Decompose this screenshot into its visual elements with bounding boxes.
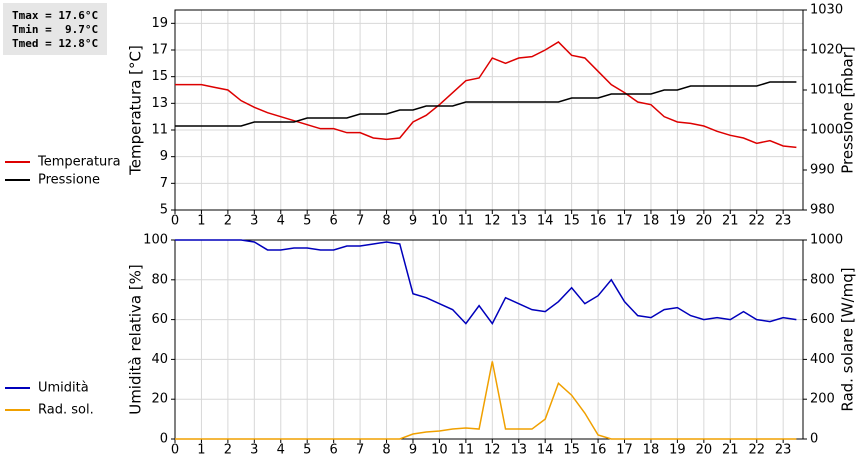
x-tick-label: 21 — [722, 214, 739, 229]
y2-tick-label: 990 — [810, 163, 835, 178]
x-tick-label: 9 — [409, 443, 417, 458]
y2-axis-label: Rad. solare [W/mq] — [839, 267, 857, 411]
plot-frame — [174, 239, 804, 440]
x-tick-label: 14 — [537, 214, 554, 229]
x-tick-label: 22 — [748, 214, 765, 229]
series-line — [175, 239, 797, 326]
x-tick-label: 11 — [458, 443, 475, 458]
x-tick-label: 20 — [696, 443, 713, 458]
stat-text: Tmin = 9.7°C — [12, 23, 98, 36]
x-tick-label: 8 — [382, 443, 390, 458]
x-tick-label: 4 — [277, 443, 285, 458]
x-tick-label: 6 — [330, 214, 338, 229]
x-tick-label: 16 — [590, 214, 607, 229]
x-tick-label: 21 — [722, 443, 739, 458]
x-tick-label: 7 — [356, 443, 364, 458]
x-tick-label: 10 — [431, 443, 448, 458]
y2-tick-label: 0 — [810, 432, 818, 447]
stat-text: Tmax = 17.6°C — [12, 9, 98, 22]
y2-tick-label: 1000 — [810, 233, 843, 248]
y-tick-label: 0 — [160, 432, 168, 447]
x-tick-label: 19 — [669, 214, 686, 229]
x-tick-label: 5 — [303, 443, 311, 458]
x-tick-label: 5 — [303, 214, 311, 229]
x-tick-label: 7 — [356, 214, 364, 229]
x-tick-label: 20 — [696, 214, 713, 229]
x-tick-label: 23 — [775, 443, 792, 458]
y-tick-label: 9 — [160, 149, 168, 164]
x-tick-label: 4 — [277, 214, 285, 229]
x-tick-label: 2 — [224, 443, 232, 458]
y2-tick-label: 980 — [810, 203, 835, 218]
y2-tick-label: 400 — [810, 352, 835, 367]
x-tick-label: 15 — [563, 443, 580, 458]
legend-label: Rad. sol. — [38, 403, 94, 418]
x-tick-label: 17 — [616, 214, 633, 229]
x-tick-label: 0 — [171, 443, 179, 458]
x-tick-label: 11 — [458, 214, 475, 229]
stats-box — [3, 3, 107, 55]
y-axis-label: Temperatura [°C] — [127, 45, 145, 176]
x-tick-label: 10 — [431, 214, 448, 229]
y-tick-label: 15 — [151, 69, 168, 84]
x-tick-label: 22 — [748, 443, 765, 458]
x-tick-label: 3 — [250, 443, 258, 458]
y-tick-label: 19 — [151, 16, 168, 31]
x-tick-label: 18 — [643, 443, 660, 458]
y2-tick-label: 800 — [810, 272, 835, 287]
y-tick-label: 40 — [151, 352, 168, 367]
legend-label: Umidità — [38, 381, 89, 396]
x-tick-label: 13 — [510, 214, 527, 229]
y2-tick-label: 200 — [810, 392, 835, 407]
x-tick-label: 2 — [224, 214, 232, 229]
y-tick-label: 5 — [160, 203, 168, 218]
x-tick-label: 16 — [590, 443, 607, 458]
y2-axis-label: Pressione [mbar] — [839, 46, 857, 174]
x-tick-label: 9 — [409, 214, 417, 229]
y-tick-label: 60 — [151, 312, 168, 327]
x-tick-label: 12 — [484, 214, 501, 229]
legend-label: Temperatura — [37, 155, 121, 170]
x-tick-label: 17 — [616, 443, 633, 458]
x-tick-label: 12 — [484, 443, 501, 458]
x-tick-label: 14 — [537, 443, 554, 458]
x-tick-label: 8 — [382, 214, 390, 229]
x-tick-label: 18 — [643, 214, 660, 229]
y-tick-label: 80 — [151, 272, 168, 287]
y-tick-label: 7 — [160, 176, 168, 191]
x-tick-label: 0 — [171, 214, 179, 229]
y2-tick-label: 1030 — [810, 3, 843, 18]
stat-text: Tmed = 12.8°C — [12, 37, 98, 50]
series-line — [175, 361, 797, 440]
x-tick-label: 6 — [330, 443, 338, 458]
x-tick-label: 3 — [250, 214, 258, 229]
plot-frame — [174, 9, 804, 211]
x-tick-label: 1 — [197, 443, 205, 458]
y-tick-label: 13 — [151, 96, 168, 111]
y2-tick-label: 1020 — [810, 43, 843, 58]
y-tick-label: 100 — [143, 233, 168, 248]
y-tick-label: 17 — [151, 43, 168, 58]
x-tick-label: 1 — [197, 214, 205, 229]
series-line — [175, 41, 797, 149]
y2-tick-label: 1000 — [810, 123, 843, 138]
y2-tick-label: 600 — [810, 312, 835, 327]
x-tick-label: 23 — [775, 214, 792, 229]
x-tick-label: 19 — [669, 443, 686, 458]
x-tick-label: 13 — [510, 443, 527, 458]
y2-tick-label: 1010 — [810, 83, 843, 98]
y-axis-label: Umidità relativa [%] — [127, 264, 145, 415]
legend-label: Pressione — [38, 173, 100, 188]
x-tick-label: 15 — [563, 214, 580, 229]
y-tick-label: 11 — [151, 123, 168, 138]
y-tick-label: 20 — [151, 392, 168, 407]
series-line — [175, 81, 797, 127]
